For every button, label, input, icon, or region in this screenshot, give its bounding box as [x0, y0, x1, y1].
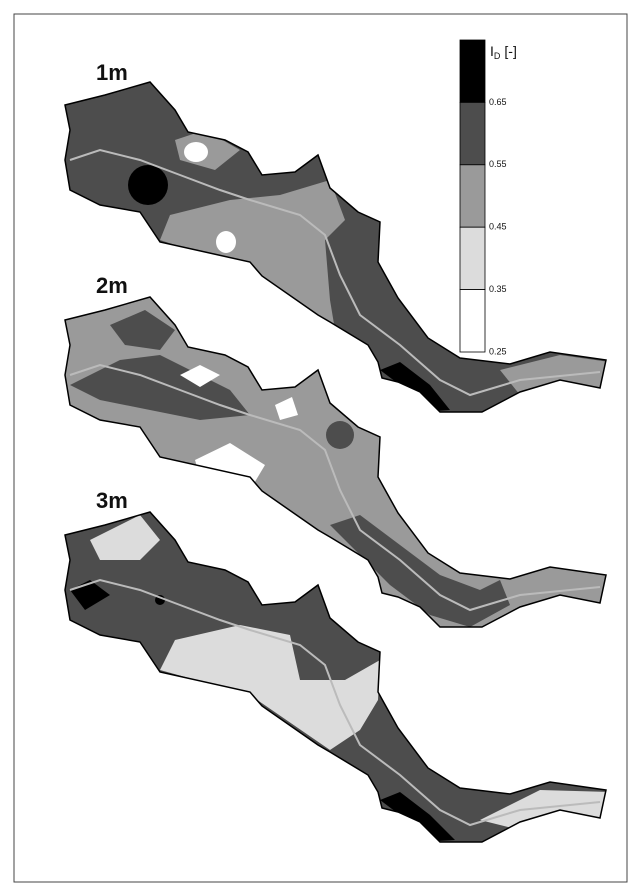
legend-tick-label: 0.25 [489, 346, 507, 356]
legend-title: ID[-] [490, 43, 517, 61]
panel-label: 1m [96, 60, 128, 85]
figure: 1m 2m 3m ID[- [0, 0, 640, 883]
legend-tick-label: 0.45 [489, 222, 507, 232]
legend-tick-label: 0.65 [489, 97, 507, 107]
legend-tick-label: 0.35 [489, 284, 507, 294]
legend-title-subscript: D [494, 51, 501, 61]
panel-label: 2m [96, 273, 128, 298]
legend-title-unit: [-] [504, 43, 516, 59]
legend-swatch [460, 227, 485, 289]
map-panel: 3m [40, 488, 620, 870]
legend: ID[-] 0.65 0.55 0.45 0.35 0.25 [460, 40, 517, 356]
panel-label: 3m [96, 488, 128, 513]
legend-swatch [460, 40, 485, 102]
legend-swatch [460, 102, 485, 164]
legend-swatch [460, 165, 485, 227]
legend-swatch [460, 290, 485, 352]
legend-tick-label: 0.55 [489, 159, 507, 169]
